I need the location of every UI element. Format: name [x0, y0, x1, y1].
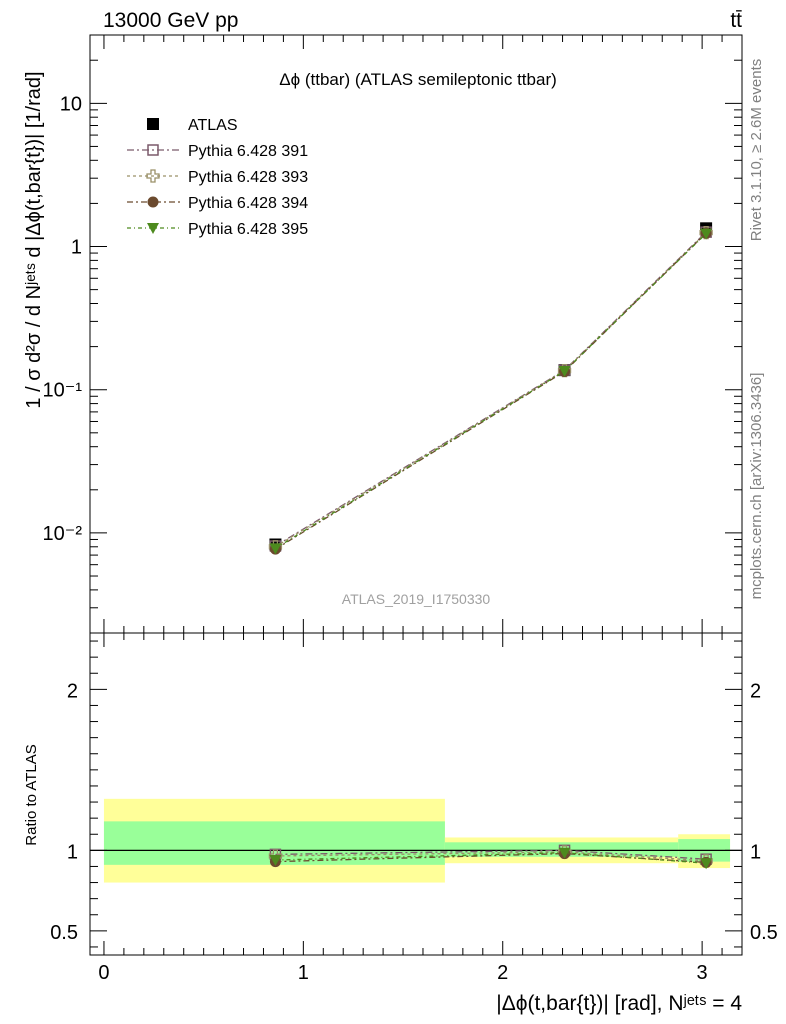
ratio-series-pythia-4: [269, 847, 713, 870]
legend-marker: [147, 196, 159, 208]
legend-marker: [147, 118, 159, 130]
ratio-y-tick-label: 1: [67, 841, 78, 863]
legend-marker: [147, 223, 159, 234]
process-label: tt̄: [730, 9, 742, 32]
series-pythia-2: [268, 225, 713, 554]
watermark: ATLAS_2019_I1750330: [342, 591, 491, 607]
x-tick-label: 2: [497, 962, 508, 984]
legend-item: Pythia 6.428 393: [127, 169, 308, 186]
ratio-uncertainty-bands: [90, 798, 742, 883]
x-tick-label: 0: [98, 962, 109, 984]
legend: ATLAS Pythia 6.428 391 Pythia 6.428 393 Pyt…: [127, 117, 308, 238]
ratio-point: [700, 858, 713, 870]
data-point: [700, 228, 713, 240]
legend-label: ATLAS: [188, 117, 238, 134]
ratio-point: [558, 847, 571, 859]
ratio-y-tick-label-right: 1: [750, 841, 761, 863]
main-y-axis-label: 1 / σ d²σ / d Nʲᵉᵗˢ d |Δϕ(t,bar{t})| [1/…: [23, 71, 45, 408]
legend-item: Pythia 6.428 394: [127, 195, 308, 212]
ratio-y-tick-label: 0.5: [50, 922, 78, 944]
legend-item: Pythia 6.428 395: [127, 221, 308, 238]
main-panel: Δϕ (ttbar) (ATLAS semileptonic ttbar) AT…: [23, 34, 743, 634]
legend-marker: [146, 169, 160, 183]
rivet-label: Rivet 3.1.10, ≥ 2.6M events: [748, 59, 765, 242]
series-pythia-4: [269, 228, 713, 555]
ratio-y-axis-label: Ratio to ATLAS: [23, 744, 40, 845]
legend-label: Pythia 6.428 395: [188, 221, 308, 238]
legend-label: Pythia 6.428 394: [188, 195, 308, 212]
y-tick-label: 10: [60, 93, 82, 115]
series-pythia-3: [269, 227, 712, 555]
main-title: Δϕ (ttbar) (ATLAS semileptonic ttbar): [279, 70, 557, 89]
ratio-panel: 0.5 0.5 1 1 2 2 0 1 2 3 Ratio to ATLAS |Δϕ(t,bar{…: [23, 632, 778, 1015]
x-tick-label: 3: [697, 962, 708, 984]
main-y-tick-labels: 10⁻² 10⁻¹ 1 10: [43, 93, 83, 545]
y-tick-label: 1: [71, 237, 82, 259]
ratio-frame: [89, 632, 743, 956]
ratio-axis-ticks: [90, 633, 743, 955]
y-tick-label: 10⁻¹: [43, 380, 83, 402]
mcplots-label: mcplots.cern.ch [arXiv:1306.3436]: [748, 373, 765, 600]
legend-label: Pythia 6.428 391: [188, 143, 308, 160]
series-line: [275, 233, 707, 549]
main-data-series: [268, 222, 713, 555]
series-pythia-1: [269, 226, 712, 552]
ratio-point: [269, 855, 282, 867]
ratio-tick-labels: 0.5 0.5 1 1 2 2 0 1 2 3: [50, 680, 778, 984]
x-tick-label: 1: [298, 962, 309, 984]
ratio-y-tick-label-right: 2: [750, 680, 761, 702]
series-line: [275, 232, 707, 550]
series-line: [275, 231, 707, 547]
legend-item: Pythia 6.428 391: [127, 143, 308, 160]
y-tick-label: 10⁻²: [43, 523, 83, 545]
legend-label: Pythia 6.428 393: [188, 169, 308, 186]
data-point: [558, 366, 571, 378]
series-line: [275, 232, 707, 548]
ratio-y-tick-label: 2: [67, 680, 78, 702]
energy-label: 13000 GeV pp: [103, 9, 238, 32]
ratio-data-series: [268, 844, 713, 870]
series-atlas: [269, 222, 713, 551]
legend-item: ATLAS: [147, 117, 238, 134]
x-axis-label: |Δϕ(t,bar{t})| [rad], Nʲᵉᵗˢ = 4: [496, 992, 742, 1015]
data-point: [269, 543, 282, 555]
legend-marker: [147, 144, 159, 156]
ratio-y-tick-label-right: 0.5: [750, 922, 778, 944]
